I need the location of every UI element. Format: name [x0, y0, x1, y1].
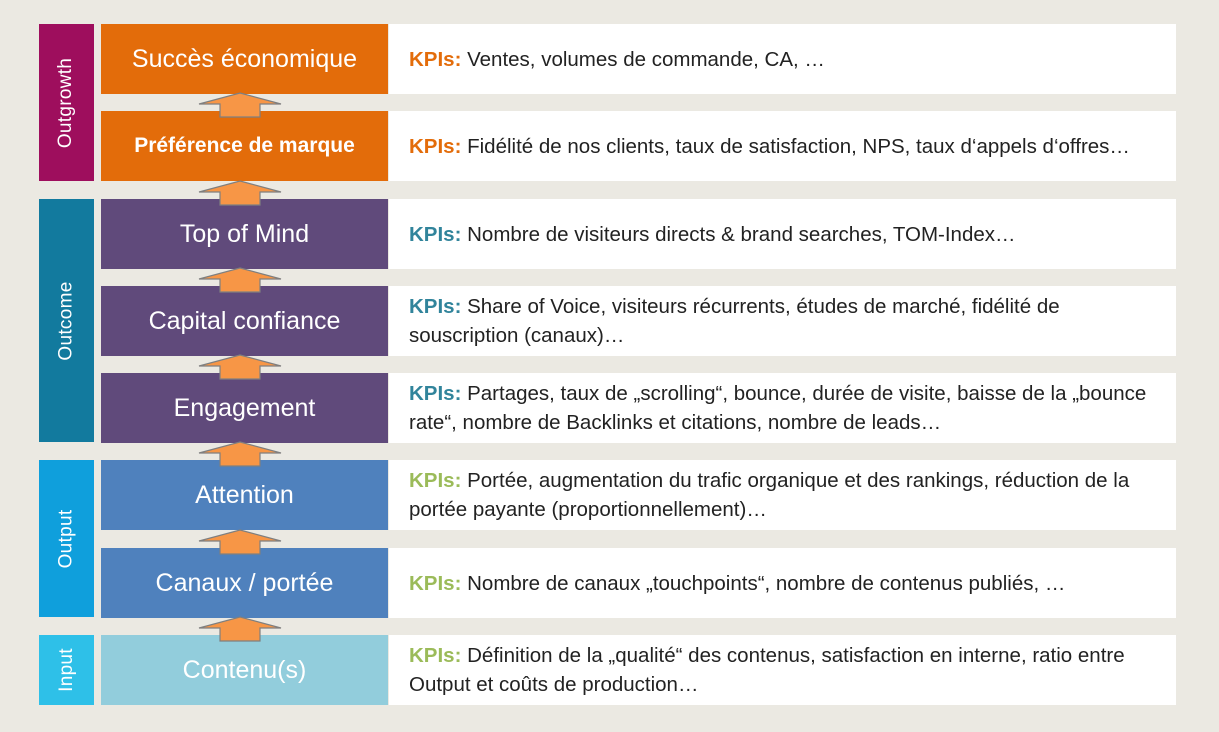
kpi-text: Définition de la „qualité“ des contenus,… [409, 644, 1125, 696]
group-output: Output [39, 460, 94, 617]
kpi-label: KPIs: [409, 644, 462, 667]
kpi-row: KPIs: Fidélité de nos clients, taux de s… [389, 111, 1176, 181]
up-arrow-icon [198, 354, 282, 380]
stage-top-of-mind: Top of Mind [101, 199, 388, 269]
kpi-row: KPIs: Nombre de canaux „touchpoints“, no… [389, 548, 1176, 618]
kpi-label: KPIs: [409, 47, 462, 71]
stage-canaux-portee: Canaux / portée [101, 548, 388, 618]
stage-attention: Attention [101, 460, 388, 530]
stage-capital-confiance: Capital confiance [101, 286, 388, 356]
stage-succes-economique: Succès économique [101, 24, 388, 94]
kpi-label: KPIs: [409, 134, 462, 158]
stage-engagement: Engagement [101, 373, 388, 443]
kpi-text: Portée, augmentation du trafic organique… [409, 469, 1130, 521]
group-label: Outgrowth [55, 57, 77, 148]
group-label: Input [55, 648, 77, 692]
kpi-text: Ventes, volumes de commande, CA, … [467, 47, 825, 71]
kpi-label: KPIs: [409, 382, 462, 405]
group-label: Output [55, 509, 77, 568]
kpi-row: KPIs: Portée, augmentation du trafic org… [389, 460, 1176, 530]
kpi-label: KPIs: [409, 469, 462, 492]
kpi-text: Partages, taux de „scrolling“, bounce, d… [409, 382, 1147, 434]
group-outcome: Outcome [39, 199, 94, 442]
up-arrow-icon [198, 92, 282, 118]
kpi-text: Nombre de canaux „touchpoints“, nombre d… [467, 571, 1066, 595]
kpi-label: KPIs: [409, 295, 462, 318]
up-arrow-icon [198, 441, 282, 467]
kpi-label: KPIs: [409, 571, 462, 595]
kpi-row: KPIs: Ventes, volumes de commande, CA, … [389, 24, 1176, 94]
group-outgrowth: Outgrowth [39, 24, 94, 181]
up-arrow-icon [198, 616, 282, 642]
kpi-text: Share of Voice, visiteurs récurrents, ét… [409, 295, 1060, 347]
kpi-text: Nombre de visiteurs directs & brand sear… [467, 222, 1016, 246]
group-label: Outcome [55, 280, 77, 361]
kpi-label: KPIs: [409, 222, 462, 246]
kpi-row: KPIs: Share of Voice, visiteurs récurren… [389, 286, 1176, 356]
kpi-row: KPIs: Partages, taux de „scrolling“, bou… [389, 373, 1176, 443]
stage-preference-de-marque: Préférence de marque [101, 111, 388, 181]
up-arrow-icon [198, 267, 282, 293]
up-arrow-icon [198, 529, 282, 555]
kpi-row: KPIs: Nombre de visiteurs directs & bran… [389, 199, 1176, 269]
up-arrow-icon [198, 180, 282, 206]
kpi-row: KPIs: Définition de la „qualité“ des con… [389, 635, 1176, 705]
stage-contenus: Contenu(s) [101, 635, 388, 705]
kpi-text: Fidélité de nos clients, taux de satisfa… [467, 134, 1130, 158]
group-input: Input [39, 635, 94, 705]
